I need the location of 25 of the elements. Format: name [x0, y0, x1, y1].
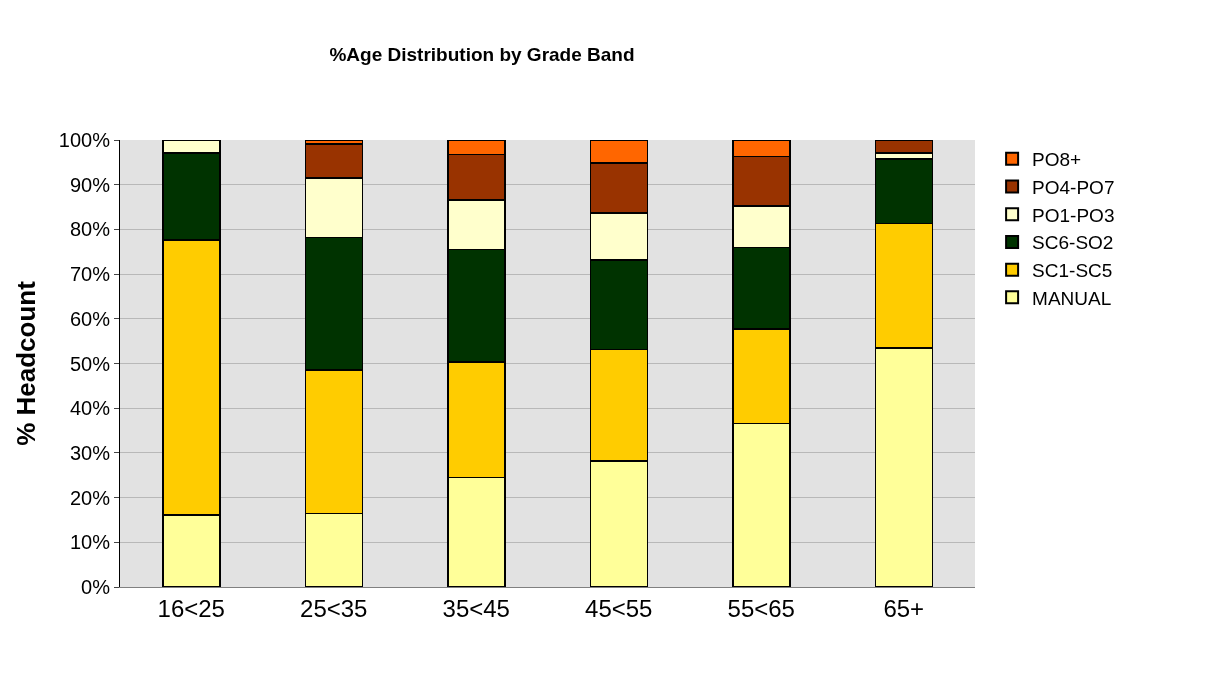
legend-label: PO1-PO3 [1032, 204, 1115, 226]
legend-label: PO8+ [1032, 149, 1082, 171]
x-tick-label: 25<35 [300, 594, 368, 622]
y-tick-label: 40% [69, 397, 111, 420]
legend-label: PO4-PO7 [1032, 176, 1115, 198]
y-tick-label: 80% [69, 218, 111, 241]
x-tick-label: 45<55 [585, 594, 653, 622]
x-tick-label: 35<45 [442, 594, 510, 622]
y-tick-label: 50% [69, 352, 111, 375]
legend-label: SC1-SC5 [1032, 260, 1113, 282]
y-axis-title: % Headcount [11, 280, 42, 446]
x-tick-label: 65+ [883, 594, 925, 622]
chart-title: %Age Distribution by Grade Band [329, 44, 635, 66]
y-tick-label: 30% [69, 441, 111, 464]
y-tick-label: 10% [69, 531, 111, 554]
legend-label: SC6-SO2 [1032, 232, 1114, 254]
x-tick-label: 16<25 [157, 594, 225, 622]
y-tick-label: 0% [81, 576, 111, 598]
legend-label: MANUAL [1032, 287, 1112, 309]
y-tick-label: 100% [58, 129, 111, 151]
x-tick-label: 55<65 [727, 594, 795, 622]
y-tick-label: 60% [69, 307, 111, 330]
y-tick-label: 70% [69, 263, 111, 286]
y-tick-label: 90% [69, 173, 111, 196]
y-tick-label: 20% [69, 486, 111, 509]
